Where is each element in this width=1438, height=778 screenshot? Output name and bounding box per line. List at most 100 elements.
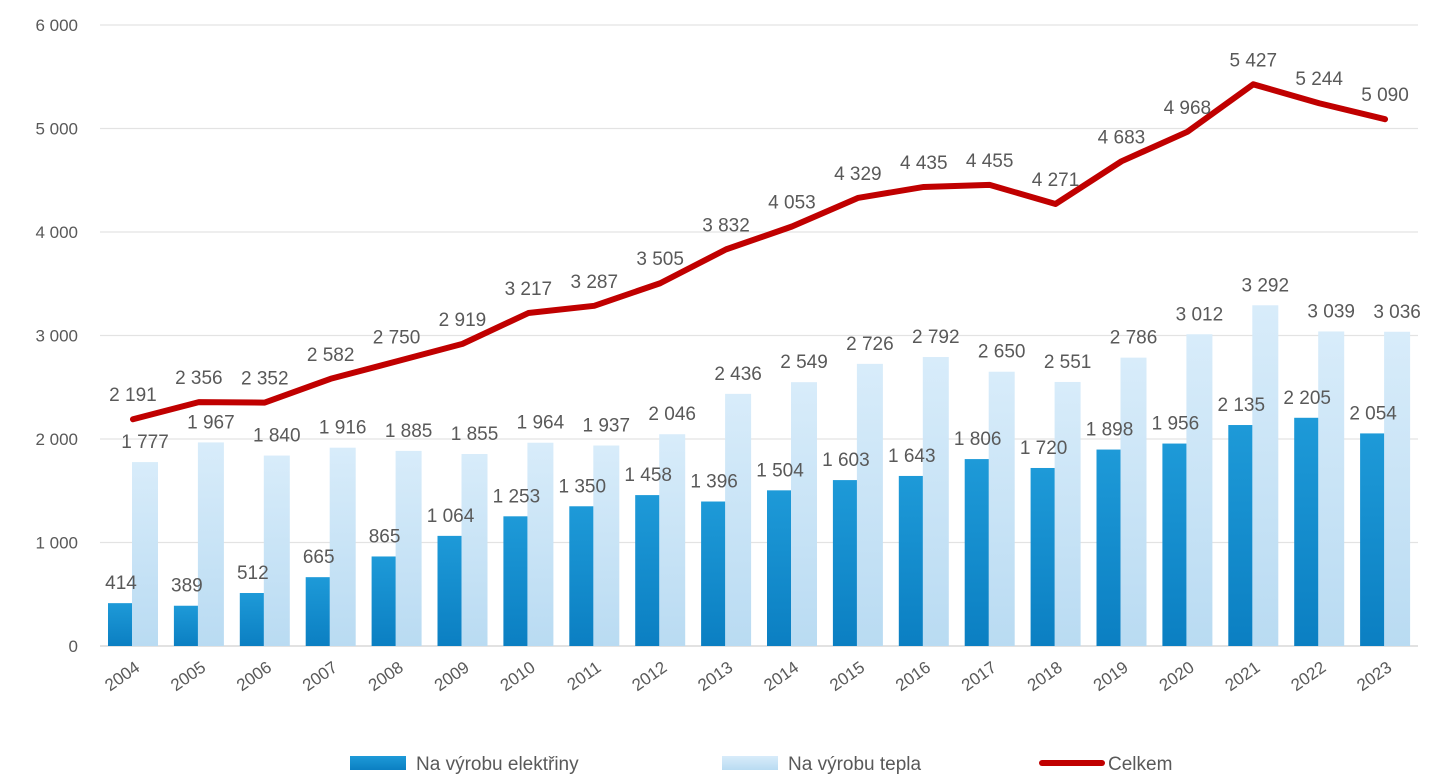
label-total: 4 455	[966, 151, 1014, 172]
y-tick-label: 1 000	[35, 534, 78, 553]
bar-heat	[527, 442, 554, 646]
legend-label: Na výrobu elektřiny	[416, 754, 579, 775]
label-electricity: 1 956	[1152, 414, 1200, 435]
bar-electricity	[832, 480, 859, 646]
y-tick-label: 0	[69, 637, 78, 656]
label-heat: 2 549	[780, 352, 828, 373]
y-tick-label: 4 000	[35, 223, 78, 242]
bar-electricity	[569, 506, 596, 646]
x-tick-label: 2005	[167, 658, 209, 695]
label-electricity: 1 603	[822, 450, 870, 471]
label-total: 2 352	[241, 369, 289, 390]
label-total: 2 582	[307, 345, 355, 366]
x-tick-label: 2017	[958, 658, 1000, 695]
x-tick-label: 2016	[892, 658, 934, 695]
label-total: 2 750	[373, 327, 421, 348]
legend-label: Celkem	[1108, 754, 1172, 775]
bar-electricity	[898, 475, 925, 646]
bar-electricity	[701, 501, 728, 646]
label-heat: 1 937	[583, 416, 631, 437]
label-electricity: 1 898	[1086, 420, 1134, 441]
x-tick-label: 2004	[101, 658, 143, 695]
bar-heat	[659, 434, 686, 646]
label-electricity: 1 396	[690, 472, 738, 493]
bar-heat	[132, 462, 158, 646]
label-electricity: 1 806	[954, 429, 1002, 450]
bar-electricity	[503, 516, 530, 646]
x-tick-label: 2007	[299, 658, 341, 695]
bar-electricity	[371, 556, 398, 646]
bars	[108, 305, 1411, 646]
y-tick-label: 6 000	[35, 16, 78, 35]
x-tick-label: 2020	[1156, 658, 1198, 695]
label-total: 4 329	[834, 164, 882, 185]
label-heat: 2 436	[714, 364, 762, 385]
x-tick-label: 2011	[564, 658, 605, 695]
label-total: 3 287	[570, 272, 618, 293]
label-electricity: 512	[237, 563, 269, 584]
label-total: 3 217	[505, 279, 553, 300]
x-tick-label: 2018	[1024, 658, 1066, 695]
label-electricity: 1 504	[756, 460, 804, 481]
label-electricity: 1 720	[1020, 438, 1068, 459]
label-heat: 1 777	[121, 432, 169, 453]
bar-electricity	[1096, 449, 1123, 646]
label-total: 4 271	[1032, 170, 1080, 191]
bar-electricity	[635, 495, 662, 646]
bar-electricity	[173, 605, 200, 646]
x-tick-label: 2023	[1353, 658, 1395, 695]
bar-heat	[1384, 331, 1411, 646]
bar-electricity	[1162, 443, 1189, 646]
bar-electricity	[964, 459, 991, 646]
bar-heat	[1186, 334, 1213, 646]
label-electricity: 865	[369, 526, 401, 547]
label-heat: 1 885	[385, 421, 433, 442]
label-electricity: 665	[303, 547, 335, 568]
label-total: 3 505	[636, 249, 684, 270]
legend-swatch	[350, 756, 406, 770]
legend-label: Na výrobu tepla	[788, 754, 922, 775]
x-tick-label: 2015	[826, 658, 868, 695]
legend: Na výrobu elektřiny Na výrobu tepla Celkem	[350, 754, 1172, 775]
x-tick-label: 2008	[365, 658, 407, 695]
bar-heat	[725, 393, 752, 646]
label-heat: 3 039	[1307, 301, 1355, 322]
label-total: 5 090	[1361, 85, 1409, 106]
bar-electricity	[767, 490, 793, 646]
bar-electricity	[1030, 467, 1057, 646]
label-total: 3 832	[702, 215, 750, 236]
label-electricity: 1 253	[493, 486, 541, 507]
y-axis-ticks: 0 1 000 2 000 3 000 4 000 5 000 6 000	[35, 16, 78, 656]
label-electricity: 2 205	[1283, 388, 1331, 409]
legend-swatch	[722, 756, 778, 770]
bar-heat	[263, 455, 290, 646]
label-heat: 2 046	[648, 404, 696, 425]
label-total: 5 244	[1295, 69, 1343, 90]
label-heat: 3 036	[1373, 302, 1421, 323]
label-heat: 2 650	[978, 342, 1026, 363]
bar-heat	[922, 357, 949, 646]
label-total: 4 683	[1098, 127, 1146, 148]
label-electricity: 1 458	[624, 465, 672, 486]
label-electricity: 2 054	[1349, 403, 1397, 424]
label-electricity: 1 350	[559, 476, 607, 497]
x-tick-label: 2012	[629, 658, 671, 695]
label-electricity: 2 135	[1218, 395, 1266, 416]
label-total: 4 435	[900, 153, 948, 174]
label-heat: 1 964	[517, 413, 565, 434]
label-total: 2 191	[109, 385, 157, 406]
label-electricity: 414	[105, 573, 137, 594]
bar-heat	[791, 382, 817, 646]
bar-electricity	[1228, 425, 1255, 646]
bar-heat	[197, 442, 224, 646]
label-heat: 1 855	[451, 424, 499, 445]
bar-heat	[395, 450, 422, 646]
bar-heat	[329, 447, 356, 646]
label-electricity: 1 064	[427, 506, 475, 527]
label-heat: 1 840	[253, 426, 301, 447]
label-electricity: 1 643	[888, 446, 936, 467]
bar-heat	[1318, 331, 1345, 646]
y-tick-label: 2 000	[35, 430, 78, 449]
